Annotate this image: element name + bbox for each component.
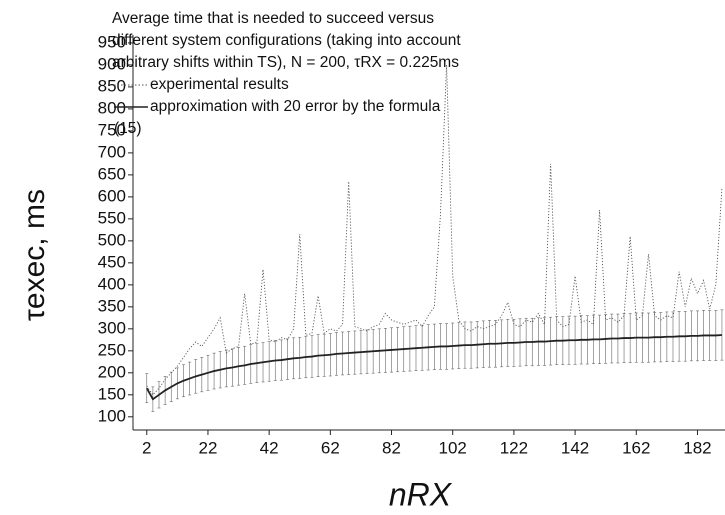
legend-swatch bbox=[114, 106, 148, 108]
y-tick-label: 150 bbox=[98, 384, 126, 403]
legend: Average time that is needed to succeed v… bbox=[112, 8, 462, 140]
y-tick-label: 700 bbox=[98, 142, 126, 161]
y-tick-label: 450 bbox=[98, 252, 126, 271]
y-tick-label: 500 bbox=[98, 230, 126, 249]
legend-entry: experimental results bbox=[112, 74, 462, 96]
legend-label: approximation with 20 error by the formu… bbox=[114, 98, 441, 137]
y-tick-label: 550 bbox=[98, 208, 126, 227]
y-tick-label: 950 bbox=[98, 32, 126, 51]
x-tick-label: 102 bbox=[439, 438, 467, 457]
y-tick-label: 900 bbox=[98, 54, 126, 73]
x-tick-label: 182 bbox=[683, 438, 711, 457]
y-tick-label: 650 bbox=[98, 164, 126, 183]
legend-swatch bbox=[114, 84, 148, 86]
y-tick-label: 200 bbox=[98, 362, 126, 381]
x-tick-label: 62 bbox=[321, 438, 340, 457]
x-tick-label: 42 bbox=[260, 438, 279, 457]
y-tick-label: 300 bbox=[98, 318, 126, 337]
y-axis-label: τexec, ms bbox=[18, 189, 51, 321]
x-tick-label: 22 bbox=[198, 438, 217, 457]
x-tick-label: 82 bbox=[382, 438, 401, 457]
series-line bbox=[145, 334, 723, 401]
legend-label: experimental results bbox=[150, 76, 289, 93]
chart-title: Average time that is needed to succeed v… bbox=[112, 10, 461, 71]
y-tick-label: 100 bbox=[98, 406, 126, 425]
y-tick-label: 850 bbox=[98, 76, 126, 95]
y-tick-label: 600 bbox=[98, 186, 126, 205]
y-tick-label: 800 bbox=[98, 98, 126, 117]
x-tick-label: 142 bbox=[561, 438, 589, 457]
x-axis-label: nRX bbox=[389, 476, 453, 512]
y-tick-label: 350 bbox=[98, 296, 126, 315]
series-line bbox=[146, 64, 723, 396]
x-tick-label: 162 bbox=[622, 438, 650, 457]
legend-entry: approximation with 20 error by the formu… bbox=[112, 96, 462, 140]
y-tick-label: 400 bbox=[98, 274, 126, 293]
y-tick-label: 750 bbox=[98, 120, 126, 139]
y-tick-label: 250 bbox=[98, 340, 126, 359]
x-tick-label: 2 bbox=[142, 438, 151, 457]
x-tick-label: 122 bbox=[500, 438, 528, 457]
